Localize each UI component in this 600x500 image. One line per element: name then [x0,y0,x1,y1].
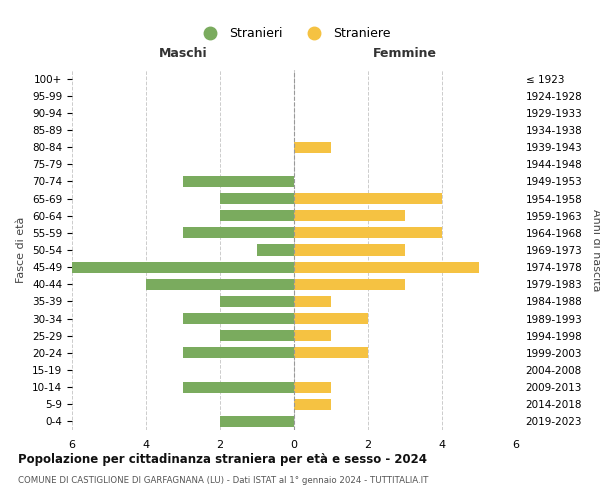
Bar [220,416,294,427]
Legend: Stranieri, Straniere: Stranieri, Straniere [193,22,395,46]
Bar [294,398,331,410]
Bar [220,210,294,222]
Bar [294,210,405,222]
Bar [72,262,294,272]
Bar [294,228,442,238]
Bar [220,296,294,307]
Text: COMUNE DI CASTIGLIONE DI GARFAGNANA (LU) - Dati ISTAT al 1° gennaio 2024 - TUTTI: COMUNE DI CASTIGLIONE DI GARFAGNANA (LU)… [18,476,428,485]
Bar [294,278,405,290]
Bar [183,313,294,324]
Bar [294,382,331,392]
Bar [294,348,368,358]
Bar [294,262,479,272]
Bar [183,228,294,238]
Bar [294,330,331,342]
Bar [294,313,368,324]
Bar [220,330,294,342]
Bar [220,193,294,204]
Text: Maschi: Maschi [158,46,208,60]
Y-axis label: Fasce di età: Fasce di età [16,217,26,283]
Y-axis label: Anni di nascita: Anni di nascita [591,209,600,291]
Bar [294,296,331,307]
Text: Femmine: Femmine [373,46,437,60]
Bar [183,348,294,358]
Bar [146,278,294,290]
Bar [294,244,405,256]
Bar [257,244,294,256]
Text: Popolazione per cittadinanza straniera per età e sesso - 2024: Popolazione per cittadinanza straniera p… [18,452,427,466]
Bar [294,142,331,152]
Bar [183,176,294,187]
Bar [294,193,442,204]
Bar [183,382,294,392]
